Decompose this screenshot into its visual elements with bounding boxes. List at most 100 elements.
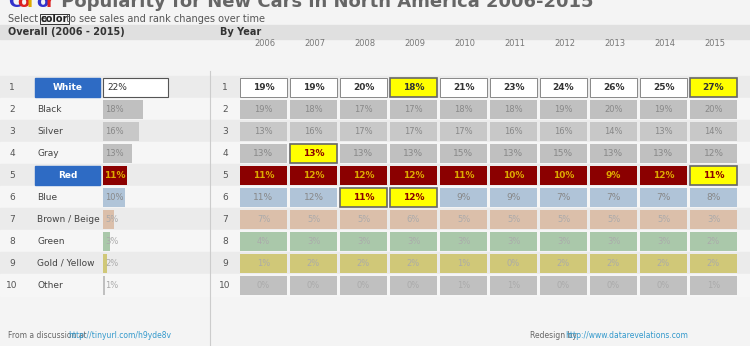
Text: 5: 5 (222, 171, 228, 180)
Text: 2007: 2007 (304, 39, 326, 48)
Text: 12%: 12% (704, 148, 724, 157)
Bar (103, 231, 110, 251)
Text: 0%: 0% (657, 281, 670, 290)
Text: 19%: 19% (254, 104, 273, 113)
Bar (640, 165, 687, 184)
Text: 12%: 12% (403, 171, 424, 180)
Bar (440, 144, 487, 163)
Bar (640, 100, 687, 118)
Bar (590, 165, 637, 184)
Text: 3%: 3% (507, 237, 520, 246)
Text: 3%: 3% (457, 237, 470, 246)
Text: 3%: 3% (105, 237, 118, 246)
Bar (690, 254, 737, 273)
Bar (390, 254, 437, 273)
Bar (440, 188, 487, 207)
Text: 5%: 5% (507, 215, 520, 224)
Text: 16%: 16% (554, 127, 573, 136)
Bar (490, 78, 537, 97)
Bar (240, 121, 287, 140)
Text: 7: 7 (9, 215, 15, 224)
Bar (0, 186, 750, 208)
Text: 11%: 11% (104, 171, 126, 180)
Bar (640, 121, 687, 140)
Bar (35, 165, 100, 184)
Bar (240, 144, 287, 163)
Text: 16%: 16% (504, 127, 523, 136)
Bar (340, 121, 387, 140)
Text: 21%: 21% (453, 82, 474, 91)
Text: 3%: 3% (706, 215, 720, 224)
Text: 2%: 2% (706, 258, 720, 267)
Text: 12%: 12% (304, 192, 323, 201)
Text: 3%: 3% (556, 237, 570, 246)
Text: 2%: 2% (706, 237, 720, 246)
Bar (590, 100, 637, 118)
Bar (390, 275, 437, 294)
Text: 14%: 14% (604, 127, 622, 136)
Text: 5%: 5% (307, 215, 320, 224)
Text: o: o (17, 0, 29, 11)
Text: 17%: 17% (404, 104, 423, 113)
Text: By Year: By Year (220, 27, 261, 37)
Text: 2006: 2006 (254, 39, 275, 48)
Text: Blue: Blue (37, 192, 57, 201)
Text: 5%: 5% (357, 215, 370, 224)
Bar (490, 188, 537, 207)
Bar (440, 209, 487, 228)
Text: Black: Black (37, 104, 62, 113)
Text: 2010: 2010 (454, 39, 476, 48)
Text: 17%: 17% (354, 104, 373, 113)
Text: Gold / Yellow: Gold / Yellow (37, 258, 94, 267)
Bar (390, 165, 437, 184)
Bar (540, 100, 587, 118)
Bar (340, 144, 387, 163)
Bar (490, 165, 537, 184)
Text: 13%: 13% (654, 127, 673, 136)
Bar (440, 165, 487, 184)
Text: r: r (46, 0, 54, 11)
Text: Popularity for New Cars in North America 2006-2015: Popularity for New Cars in North America… (55, 0, 593, 11)
Text: Silver: Silver (37, 127, 63, 136)
Text: 12%: 12% (303, 171, 324, 180)
Text: 2015: 2015 (704, 39, 725, 48)
Text: 17%: 17% (404, 127, 423, 136)
Bar (390, 209, 437, 228)
Text: 16%: 16% (304, 127, 322, 136)
Text: 5%: 5% (105, 215, 118, 224)
Bar (590, 275, 637, 294)
Text: 12%: 12% (652, 171, 674, 180)
Bar (103, 275, 105, 294)
Bar (590, 209, 637, 228)
Bar (540, 209, 587, 228)
Text: 24%: 24% (553, 82, 574, 91)
Text: 11%: 11% (254, 192, 274, 201)
Text: 18%: 18% (403, 82, 424, 91)
Bar (640, 254, 687, 273)
Text: 23%: 23% (503, 82, 524, 91)
Bar (240, 209, 287, 228)
Text: 13%: 13% (254, 148, 274, 157)
Text: 7%: 7% (256, 215, 270, 224)
Text: Red: Red (58, 171, 77, 180)
Bar (640, 144, 687, 163)
Bar (490, 100, 537, 118)
Bar (490, 121, 537, 140)
Text: 25%: 25% (652, 82, 674, 91)
Bar (290, 254, 337, 273)
Text: 3%: 3% (406, 237, 420, 246)
Bar (0, 98, 750, 120)
Text: C: C (8, 0, 21, 11)
Text: 0%: 0% (556, 281, 570, 290)
Text: 2%: 2% (406, 258, 420, 267)
Bar (590, 231, 637, 251)
Text: 2013: 2013 (604, 39, 625, 48)
Bar (640, 231, 687, 251)
Bar (103, 209, 114, 228)
Text: 9: 9 (9, 258, 15, 267)
Bar (590, 78, 637, 97)
Bar (0, 164, 750, 186)
Text: 6: 6 (9, 192, 15, 201)
Bar (540, 121, 587, 140)
Bar (440, 100, 487, 118)
